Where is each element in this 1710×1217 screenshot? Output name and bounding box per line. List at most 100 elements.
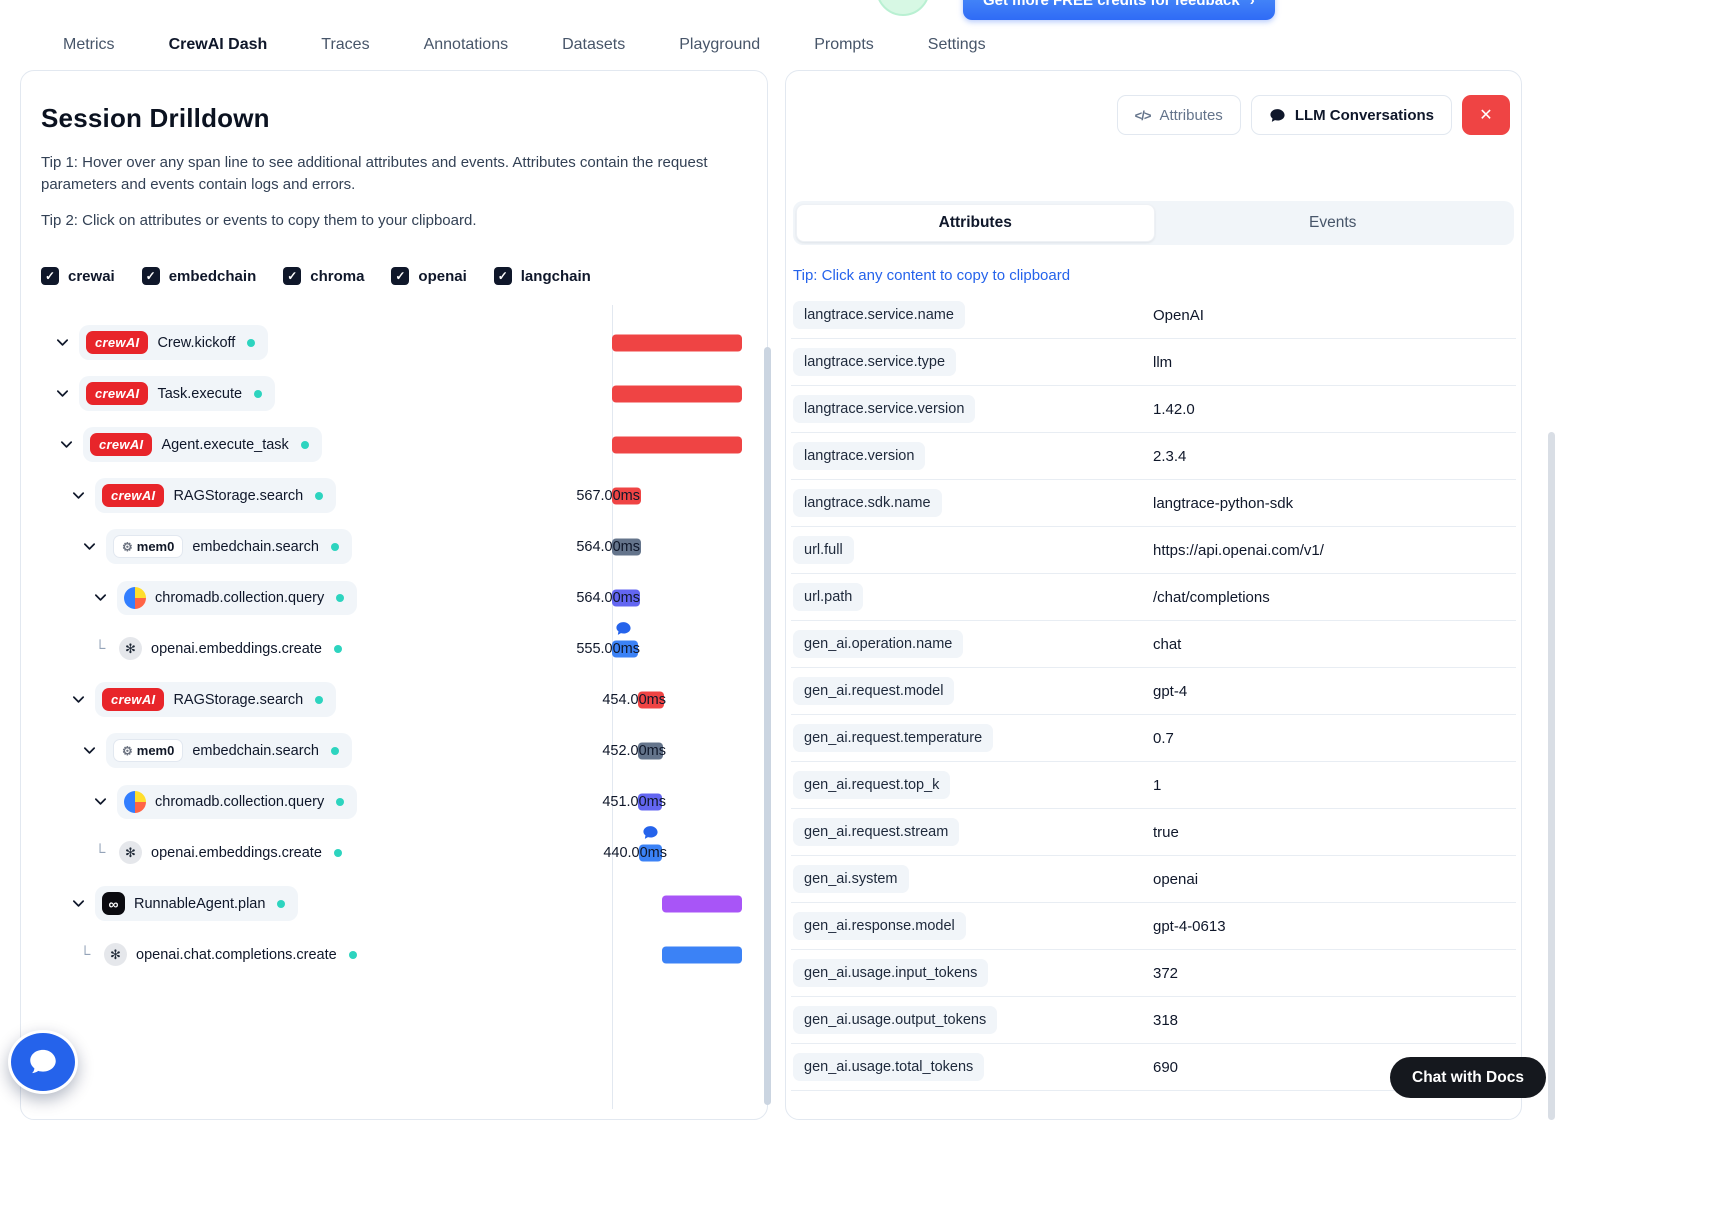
- checkbox-icon[interactable]: ✓: [391, 267, 410, 286]
- span-row[interactable]: └ ✻ openai.embeddings.create 555.00ms: [41, 620, 747, 674]
- timeline-bar[interactable]: [612, 487, 641, 505]
- timeline-bar[interactable]: [638, 742, 663, 760]
- chevron-down-icon[interactable]: [88, 794, 112, 809]
- attribute-key[interactable]: url.full: [793, 536, 854, 564]
- timeline-bar[interactable]: [662, 946, 742, 964]
- chevron-down-icon[interactable]: [54, 437, 78, 452]
- span-row[interactable]: crewAI RAGStorage.search 567.00ms: [41, 470, 747, 521]
- tab-events[interactable]: Events: [1309, 214, 1357, 231]
- span-badge[interactable]: chromadb.collection.query: [117, 580, 358, 615]
- timeline-bar[interactable]: [612, 385, 742, 403]
- span-row[interactable]: crewAI RAGStorage.search 454.00ms: [41, 674, 747, 725]
- attribute-value[interactable]: OpenAI: [1153, 306, 1204, 324]
- span-badge[interactable]: ⚙ mem0 embedchain.search: [106, 529, 352, 565]
- filter-langchain[interactable]: ✓ langchain: [493, 267, 591, 286]
- timeline-bar[interactable]: [612, 640, 638, 658]
- timeline-bar[interactable]: [639, 844, 662, 862]
- timeline-bar[interactable]: [612, 538, 641, 556]
- span-row[interactable]: ⚙ mem0 embedchain.search 564.00ms: [41, 521, 747, 572]
- close-button[interactable]: ✕: [1462, 95, 1510, 135]
- span-badge[interactable]: ✻ openai.embeddings.create: [117, 633, 344, 664]
- page-scrollbar-thumb[interactable]: [1548, 432, 1555, 1120]
- llm-conversations-button[interactable]: LLM Conversations: [1250, 95, 1452, 135]
- attribute-value[interactable]: 0.7: [1153, 729, 1174, 747]
- attribute-value[interactable]: https://api.openai.com/v1/: [1153, 541, 1324, 559]
- conversation-bubble-icon[interactable]: [642, 824, 659, 841]
- attribute-key[interactable]: langtrace.service.name: [793, 301, 965, 329]
- attribute-key[interactable]: langtrace.version: [793, 442, 926, 470]
- nav-tab-prompts[interactable]: Prompts: [814, 36, 874, 53]
- checkbox-icon[interactable]: ✓: [493, 267, 512, 286]
- attribute-key[interactable]: gen_ai.usage.total_tokens: [793, 1053, 985, 1081]
- chat-with-docs-button[interactable]: Chat with Docs: [1390, 1057, 1546, 1098]
- chevron-down-icon[interactable]: [88, 590, 112, 605]
- attribute-value[interactable]: 318: [1153, 1011, 1179, 1029]
- nav-tab-playground[interactable]: Playground: [679, 36, 761, 53]
- filter-embedchain[interactable]: ✓ embedchain: [141, 267, 256, 286]
- filter-openai[interactable]: ✓ openai: [391, 267, 467, 286]
- attribute-key[interactable]: langtrace.sdk.name: [793, 489, 942, 517]
- attribute-key[interactable]: gen_ai.request.top_k: [793, 771, 951, 799]
- chevron-down-icon[interactable]: [50, 386, 74, 401]
- span-row[interactable]: ∞ RunnableAgent.plan: [41, 878, 747, 929]
- attribute-key[interactable]: gen_ai.request.model: [793, 677, 955, 705]
- filter-crewai[interactable]: ✓ crewai: [41, 267, 115, 286]
- avatar[interactable]: [876, 0, 930, 16]
- attribute-value[interactable]: /chat/completions: [1153, 588, 1270, 606]
- attribute-key[interactable]: gen_ai.request.temperature: [793, 724, 994, 752]
- chevron-down-icon[interactable]: [66, 488, 90, 503]
- attribute-key[interactable]: gen_ai.usage.output_tokens: [793, 1006, 998, 1034]
- attribute-key[interactable]: gen_ai.operation.name: [793, 630, 964, 658]
- attribute-value[interactable]: true: [1153, 823, 1179, 841]
- attribute-value[interactable]: chat: [1153, 635, 1182, 653]
- span-row[interactable]: └ ✻ openai.chat.completions.create: [41, 929, 747, 980]
- attribute-value[interactable]: openai: [1153, 870, 1199, 888]
- chevron-down-icon[interactable]: [77, 743, 101, 758]
- span-badge[interactable]: ✻ openai.chat.completions.create: [102, 939, 359, 970]
- attribute-key[interactable]: gen_ai.request.stream: [793, 818, 960, 846]
- attribute-key[interactable]: gen_ai.response.model: [793, 912, 966, 940]
- span-row[interactable]: chromadb.collection.query 451.00ms: [41, 776, 747, 827]
- checkbox-icon[interactable]: ✓: [141, 267, 160, 286]
- span-badge[interactable]: crewAI Agent.execute_task: [83, 427, 322, 463]
- span-badge[interactable]: ✻ openai.embeddings.create: [117, 837, 344, 868]
- timeline-bar[interactable]: [638, 691, 664, 709]
- tree-scrollbar-thumb[interactable]: [764, 347, 771, 1105]
- span-badge[interactable]: crewAI RAGStorage.search: [95, 478, 337, 514]
- chat-widget-launcher[interactable]: [8, 1030, 78, 1094]
- span-badge[interactable]: ∞ RunnableAgent.plan: [95, 886, 299, 922]
- nav-tab-crewai-dash[interactable]: CrewAI Dash: [168, 36, 268, 72]
- span-row[interactable]: crewAI Agent.execute_task: [41, 419, 747, 470]
- span-row[interactable]: chromadb.collection.query 564.00ms: [41, 572, 747, 623]
- conversation-bubble-icon[interactable]: [615, 620, 632, 637]
- free-credits-button[interactable]: Get more FREE credits for feedback ›: [963, 0, 1275, 20]
- attribute-key[interactable]: langtrace.service.version: [793, 395, 976, 423]
- span-row[interactable]: crewAI Crew.kickoff: [41, 317, 747, 368]
- span-badge[interactable]: chromadb.collection.query: [117, 784, 358, 819]
- timeline-bar[interactable]: [612, 334, 742, 352]
- nav-tab-annotations[interactable]: Annotations: [423, 36, 509, 53]
- attribute-key[interactable]: gen_ai.system: [793, 865, 909, 893]
- filter-chroma[interactable]: ✓ chroma: [283, 267, 364, 286]
- attribute-value[interactable]: 690: [1153, 1058, 1179, 1076]
- nav-tab-metrics[interactable]: Metrics: [63, 36, 115, 53]
- attribute-value[interactable]: 2.3.4: [1153, 447, 1187, 465]
- attribute-value[interactable]: gpt-4-0613: [1153, 917, 1226, 935]
- nav-tab-datasets[interactable]: Datasets: [562, 36, 626, 53]
- timeline-bar[interactable]: [638, 793, 662, 811]
- nav-tab-traces[interactable]: Traces: [321, 36, 370, 53]
- span-badge[interactable]: ⚙ mem0 embedchain.search: [106, 733, 352, 769]
- attribute-value[interactable]: langtrace-python-sdk: [1153, 494, 1294, 512]
- span-row[interactable]: ⚙ mem0 embedchain.search 452.00ms: [41, 725, 747, 776]
- span-badge[interactable]: crewAI RAGStorage.search: [95, 682, 337, 718]
- checkbox-icon[interactable]: ✓: [41, 267, 59, 286]
- timeline-bar[interactable]: [612, 436, 742, 454]
- attribute-key[interactable]: url.path: [793, 583, 864, 611]
- attribute-key[interactable]: langtrace.service.type: [793, 348, 957, 376]
- span-row[interactable]: crewAI Task.execute: [41, 368, 747, 419]
- chevron-down-icon[interactable]: [66, 896, 90, 911]
- attribute-value[interactable]: 1.42.0: [1153, 400, 1195, 418]
- span-row[interactable]: └ ✻ openai.embeddings.create 440.00ms: [41, 824, 747, 878]
- tab-attributes[interactable]: Attributes: [796, 204, 1155, 242]
- attribute-value[interactable]: 1: [1153, 776, 1162, 794]
